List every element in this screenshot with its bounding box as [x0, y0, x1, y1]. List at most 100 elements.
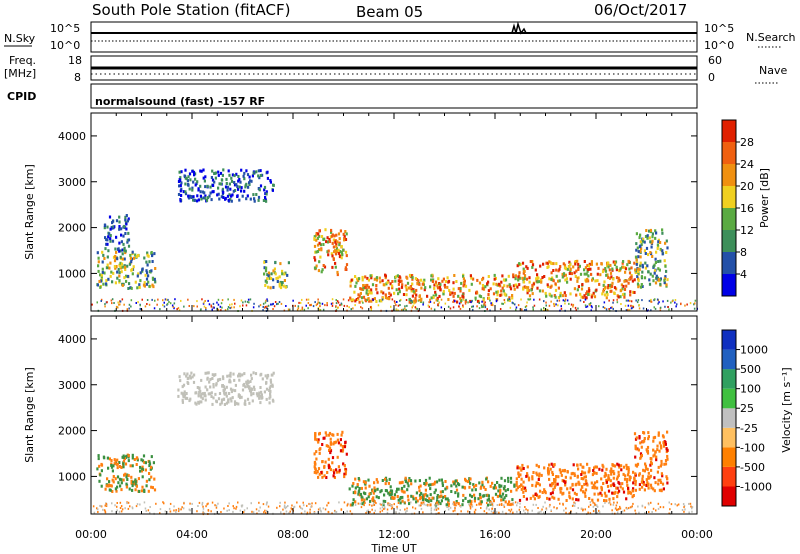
- data-cell: [626, 263, 629, 267]
- data-cell: [124, 249, 127, 253]
- data-cell: [504, 500, 507, 504]
- data-cell: [231, 396, 234, 400]
- data-cell: [132, 480, 135, 484]
- data-cell: [473, 493, 476, 497]
- ground-scatter-cell: [615, 507, 617, 510]
- ground-scatter-cell: [327, 511, 330, 514]
- data-cell: [150, 455, 153, 459]
- data-cell: [265, 280, 268, 284]
- data-cell: [204, 371, 207, 375]
- data-cell: [615, 477, 619, 481]
- data-cell: [438, 294, 441, 298]
- data-cell: [323, 474, 326, 478]
- ground-scatter-cell: [415, 307, 417, 310]
- data-cell: [599, 273, 602, 277]
- data-cell: [199, 184, 202, 188]
- data-cell: [398, 290, 401, 294]
- data-cell: [486, 493, 489, 497]
- data-cell: [496, 494, 499, 498]
- ground-scatter-cell: [503, 504, 505, 507]
- data-cell: [492, 486, 496, 490]
- data-cell: [657, 240, 660, 244]
- ground-scatter-cell: [202, 505, 204, 508]
- data-cell: [477, 497, 480, 501]
- data-cell: [135, 255, 138, 259]
- ground-scatter-cell: [331, 512, 333, 515]
- ground-scatter-cell: [177, 307, 180, 310]
- data-cell: [548, 497, 551, 501]
- data-cell: [638, 268, 641, 272]
- data-cell: [405, 293, 408, 297]
- data-cell: [635, 269, 638, 273]
- ground-scatter-cell: [290, 507, 292, 510]
- data-cell: [662, 487, 665, 491]
- data-cell: [121, 252, 124, 256]
- data-cell: [221, 384, 224, 388]
- ground-scatter-cell: [627, 507, 630, 510]
- data-cell: [325, 433, 328, 437]
- data-cell: [401, 480, 404, 484]
- data-cell: [618, 482, 621, 486]
- data-cell: [412, 495, 415, 499]
- ground-scatter-cell: [589, 503, 592, 506]
- ground-scatter-cell: [444, 302, 447, 305]
- data-cell: [151, 486, 154, 490]
- data-cell: [418, 479, 421, 483]
- freq-label-line1: Freq.: [9, 54, 36, 67]
- data-cell: [552, 487, 555, 491]
- data-cell: [646, 467, 649, 471]
- data-cell: [104, 487, 107, 491]
- data-cell: [626, 478, 629, 481]
- data-cell: [317, 467, 321, 471]
- data-cell: [538, 483, 541, 487]
- ground-scatter-cell: [598, 305, 600, 308]
- ground-scatter-cell: [589, 501, 592, 504]
- ground-scatter-cell: [372, 502, 375, 505]
- ground-scatter-cell: [363, 504, 365, 507]
- data-cell: [429, 503, 432, 507]
- data-cell: [103, 271, 106, 275]
- data-cell: [606, 286, 610, 290]
- data-cell: [196, 199, 199, 203]
- data-cell: [248, 181, 251, 185]
- ground-scatter-cell: [131, 507, 134, 510]
- ground-scatter-cell: [306, 511, 309, 514]
- data-cell: [245, 197, 248, 201]
- data-cell: [400, 486, 404, 490]
- data-cell: [341, 253, 344, 257]
- ground-scatter-cell: [460, 510, 462, 513]
- data-cell: [418, 493, 422, 497]
- data-cell: [118, 274, 121, 278]
- data-cell: [627, 488, 630, 492]
- data-cell: [268, 389, 271, 392]
- colorbar-tick-label: 1000: [740, 344, 768, 357]
- data-cell: [569, 269, 572, 273]
- data-cell: [250, 377, 253, 381]
- data-cell: [624, 474, 627, 478]
- data-cell: [571, 483, 574, 487]
- data-cell: [239, 374, 242, 378]
- ground-scatter-cell: [124, 507, 126, 510]
- noise-left-tick-bottom: 10^0: [50, 39, 80, 52]
- ground-scatter-cell: [229, 307, 231, 310]
- data-cell: [331, 265, 334, 269]
- data-cell: [238, 378, 241, 382]
- ground-scatter-cell: [406, 304, 408, 307]
- data-cell: [646, 481, 649, 485]
- data-cell: [646, 451, 650, 455]
- ground-scatter-cell: [659, 506, 662, 509]
- data-cell: [502, 289, 505, 293]
- data-cell: [281, 281, 284, 284]
- data-cell: [210, 198, 213, 202]
- ground-scatter-cell: [215, 504, 218, 507]
- ground-scatter-cell: [294, 304, 296, 307]
- ground-scatter-cell: [279, 501, 281, 504]
- data-cell: [184, 192, 188, 196]
- data-cell: [235, 401, 238, 405]
- ground-scatter-cell: [512, 302, 514, 305]
- data-cell: [641, 265, 644, 269]
- data-cell: [653, 271, 656, 275]
- ground-scatter-cell: [189, 502, 191, 505]
- data-cell: [470, 495, 473, 499]
- ground-scatter-cell: [422, 301, 425, 304]
